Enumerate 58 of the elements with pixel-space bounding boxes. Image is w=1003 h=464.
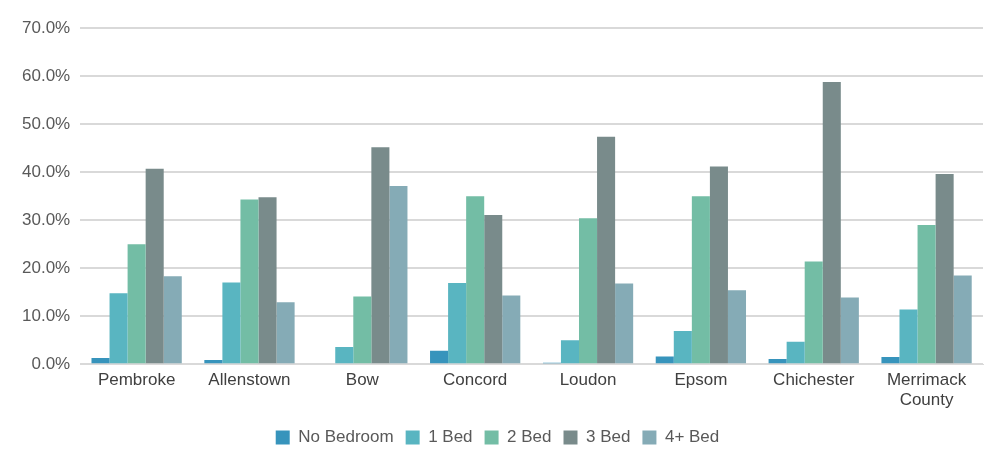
bar (899, 309, 918, 364)
y-tick-label: 70.0% (22, 17, 71, 37)
bar (204, 359, 223, 364)
bar (804, 261, 823, 364)
bar (258, 197, 277, 364)
bar (579, 218, 598, 364)
x-tick-label: Pembroke (97, 370, 176, 390)
bar (709, 166, 728, 364)
legend-label: 3 Bed (586, 427, 631, 447)
bar (127, 244, 146, 364)
bar (502, 295, 521, 364)
bar (91, 357, 110, 364)
x-tick-label: Concord (443, 370, 508, 390)
y-tick-label: 20.0% (22, 257, 71, 277)
bar (389, 186, 408, 364)
x-tick-label: Merrimack County (886, 370, 967, 410)
bar (560, 340, 579, 364)
bar (881, 357, 900, 364)
legend-label: 4+ Bed (664, 427, 720, 447)
bar (786, 341, 805, 364)
x-tick-label: Loudon (559, 370, 617, 390)
bar (822, 81, 841, 364)
bar (353, 296, 372, 364)
bar (917, 225, 936, 364)
bar (935, 174, 954, 364)
bar (448, 283, 467, 364)
y-tick-label: 30.0% (22, 209, 71, 229)
bar (466, 196, 485, 364)
bar (597, 136, 616, 364)
bar (840, 297, 859, 364)
bar (163, 276, 182, 364)
bar (276, 302, 295, 364)
x-tick-label: Allenstown (208, 370, 291, 390)
bar (673, 331, 692, 364)
bar (727, 290, 747, 364)
x-tick-label: Chichester (773, 370, 855, 390)
bar (222, 282, 241, 364)
bar (240, 199, 259, 364)
bar (615, 283, 634, 364)
x-tick-label: Epsom (674, 370, 728, 390)
bar (430, 350, 449, 364)
bar (335, 346, 354, 364)
y-tick-label: 60.0% (22, 65, 71, 85)
x-tick-label: Bow (345, 370, 380, 390)
legend-label: 2 Bed (507, 427, 552, 447)
bar (953, 275, 972, 364)
y-tick-label: 10.0% (22, 305, 71, 325)
bar (691, 196, 710, 364)
legend-label: 1 Bed (428, 427, 473, 447)
bar (484, 214, 503, 364)
y-tick-label: 50.0% (22, 113, 71, 133)
bar (371, 147, 390, 364)
bar (109, 293, 128, 364)
y-tick-label: 0.0% (31, 353, 71, 373)
legend-label: No Bedroom (298, 427, 394, 447)
bar (768, 358, 787, 364)
y-tick-label: 40.0% (22, 161, 71, 181)
bar (145, 168, 164, 364)
